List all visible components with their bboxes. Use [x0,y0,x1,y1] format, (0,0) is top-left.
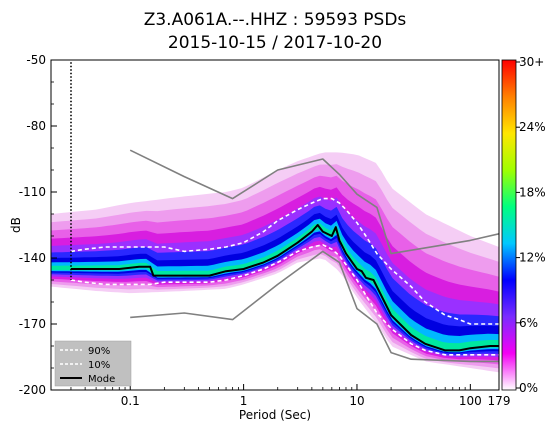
y-axis: -50 -80 -110 -140 -170 -200 [19,53,57,397]
series-line-90pct [70,197,499,325]
legend-entry-mode: Mode [88,374,115,385]
reference-line-4 [129,149,499,255]
x-tick-label: 179 [488,394,511,408]
plot-frame [50,59,500,391]
x-tick-label: 100 [459,394,482,408]
chart-title-line2: 2015-10-15 / 2017-10-20 [168,33,382,53]
x-tick-label: 1 [240,394,248,408]
x-axis-label: Period (Sec) [239,408,311,422]
y-tick-label: -200 [19,383,46,397]
legend: 90% 10% Mode [54,340,132,387]
density-layer [51,218,499,353]
colorbar-tick-label: 12% [519,251,546,265]
x-tick-label: 0.1 [121,394,140,408]
colorbar-ticks: 0% 6% 12% 18% 24% 30+ [516,55,546,395]
y-tick-label: -50 [26,53,46,67]
y-tick-label: -110 [19,185,46,199]
colorbar-scale [501,59,517,391]
y-tick-label: -140 [19,251,46,265]
density-layer [51,196,499,358]
chart-title-line1: Z3.A061A.--.HHZ : 59593 PSDs [144,10,407,30]
percentile-lines [70,62,499,363]
x-tick-label: 10 [349,394,364,408]
series-line-10pct [70,244,499,356]
colorbar-tick-label: 18% [519,185,546,199]
y-axis-label: dB [9,217,23,233]
legend-entry-10: 10% [88,360,110,371]
colorbar [501,59,517,391]
colorbar-tick-label: 24% [519,120,546,134]
y-tick-label: -170 [19,317,46,331]
legend-entry-90: 90% [88,346,110,357]
colorbar-tick-label: 30+ [519,55,544,69]
psd-density-band [51,152,499,373]
colorbar-tick-label: 6% [519,316,538,330]
series-line-mode [71,224,499,352]
x-axis: 0.1 1 10 100 179 [50,384,511,408]
reference-line-5 [130,250,499,363]
y-tick-label: -80 [26,119,46,133]
colorbar-tick-label: 0% [519,381,538,395]
